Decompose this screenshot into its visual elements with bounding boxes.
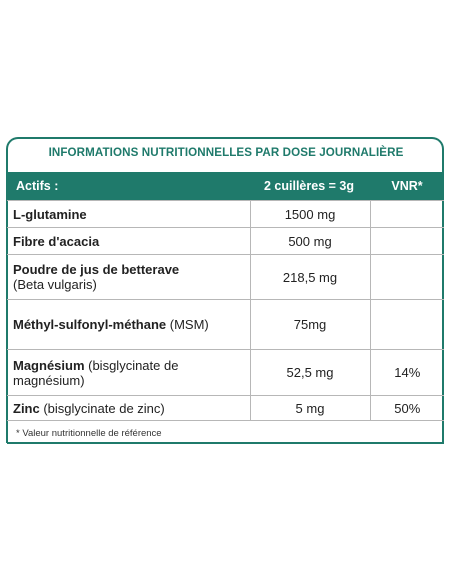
footnote: * Valeur nutritionnelle de référence — [16, 428, 162, 439]
table-row: Zinc (bisglycinate de zinc) 5 mg 50% — [7, 395, 444, 421]
row-amount: 75mg — [249, 299, 371, 350]
row-amount: 500 mg — [249, 227, 371, 255]
header-dose: 2 cuillères = 3g — [264, 179, 354, 193]
table-header: Actifs : 2 cuillères = 3g VNR* — [7, 172, 444, 200]
row-ingredient: Poudre de jus de betterave (Beta vulgaris… — [7, 254, 251, 300]
row-ingredient: Fibre d'acacia — [7, 227, 251, 255]
row-vnr — [369, 200, 444, 228]
table-title: INFORMATIONS NUTRITIONNELLES PAR DOSE JO… — [48, 146, 404, 159]
table-row: Magnésium (bisglycinate de magnésium) 52… — [7, 349, 444, 396]
row-amount: 218,5 mg — [249, 254, 371, 300]
row-amount: 1500 mg — [249, 200, 371, 228]
table-row: Fibre d'acacia 500 mg — [7, 227, 444, 255]
row-vnr: 14% — [369, 349, 444, 396]
row-ingredient: Zinc (bisglycinate de zinc) — [7, 395, 251, 421]
row-ingredient: Magnésium (bisglycinate de magnésium) — [7, 349, 251, 396]
row-vnr — [369, 299, 444, 350]
row-vnr — [369, 227, 444, 255]
table-row: L-glutamine 1500 mg — [7, 200, 444, 228]
row-ingredient: L-glutamine — [7, 200, 251, 228]
row-ingredient: Méthyl-sulfonyl-méthane (MSM) — [7, 299, 251, 350]
header-vnr: VNR* — [391, 179, 423, 193]
row-amount: 5 mg — [249, 395, 371, 421]
table-row: Méthyl-sulfonyl-méthane (MSM) 75mg — [7, 299, 444, 350]
header-actifs: Actifs : — [16, 179, 59, 193]
row-vnr: 50% — [369, 395, 444, 421]
table-row: Poudre de jus de betterave (Beta vulgaris… — [7, 254, 444, 300]
row-amount: 52,5 mg — [249, 349, 371, 396]
nutrition-rows: L-glutamine 1500 mg Fibre d'acacia 500 m… — [7, 200, 444, 421]
row-vnr — [369, 254, 444, 300]
bottom-divider — [7, 442, 444, 444]
